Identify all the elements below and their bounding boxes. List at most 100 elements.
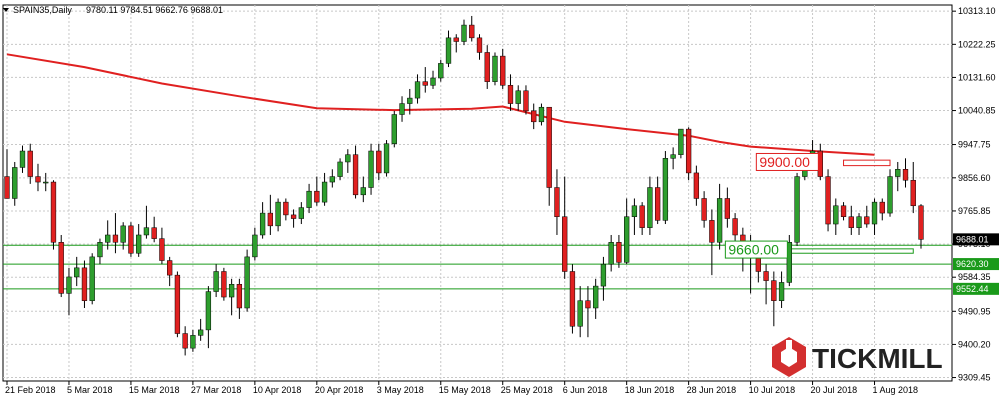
candle	[492, 52, 498, 86]
candle-body	[213, 271, 219, 292]
candle-body	[585, 300, 591, 309]
candle	[500, 48, 506, 89]
candle	[4, 149, 10, 199]
price-tag: 9688.01	[953, 233, 999, 246]
price-tag: 9552.44	[953, 282, 999, 295]
candle-body	[12, 167, 18, 199]
candle	[422, 67, 428, 93]
candle	[484, 45, 490, 89]
candle-body	[724, 198, 731, 219]
candle	[368, 143, 374, 195]
x-tick-label: 21 Feb 2018	[5, 385, 56, 395]
x-tick-label: 27 Mar 2018	[191, 385, 242, 395]
candle-body	[523, 90, 529, 112]
candle	[244, 249, 250, 312]
candle	[546, 106, 552, 206]
candle-body	[593, 285, 599, 309]
candle	[27, 143, 33, 184]
candle	[50, 180, 57, 250]
candle-body	[89, 256, 95, 301]
grid-layer	[2, 4, 953, 382]
candle-body	[693, 172, 700, 199]
candle-body	[639, 205, 645, 228]
candle	[275, 198, 281, 232]
candle-body	[236, 284, 243, 309]
chart-header: SPAIN35,Daily 9780.11 9784.51 9662.76 96…	[3, 5, 223, 15]
candle	[345, 149, 351, 173]
x-tick-label: 10 Apr 2018	[253, 385, 302, 395]
candle	[66, 267, 72, 316]
candle-body	[128, 225, 134, 254]
y-axis: 10313.10 10222.25 10131.60 10040.85 9947.75 9…	[952, 6, 999, 383]
candle	[35, 163, 41, 192]
x-tick-label: 10 Jul 2018	[749, 385, 796, 395]
candle	[476, 34, 483, 60]
candle-body	[167, 260, 173, 276]
candle	[523, 85, 529, 115]
candle-body	[910, 179, 916, 207]
candle	[259, 202, 266, 239]
candle	[81, 260, 88, 308]
candle-body	[182, 333, 188, 349]
candle	[608, 234, 614, 272]
moving-average-layer	[6, 53, 875, 156]
level-lines-layer	[3, 244, 952, 290]
candle	[167, 256, 173, 287]
candle	[391, 110, 397, 148]
x-tick-label: 3 May 2018	[377, 385, 424, 395]
candle	[360, 176, 366, 203]
candle	[453, 34, 459, 53]
candle	[337, 158, 343, 181]
candle-body	[368, 150, 374, 188]
candle	[538, 103, 545, 126]
candle	[647, 176, 653, 235]
annotations-layer: 9900.00 9660.00	[724, 152, 819, 259]
candle-body	[290, 214, 297, 219]
y-tick-label: 10313.10	[958, 6, 996, 16]
candle-body	[105, 234, 111, 243]
candle	[678, 128, 684, 159]
y-tick-label: 9765.85	[958, 206, 991, 216]
candle	[205, 286, 212, 349]
candle-body	[918, 205, 924, 240]
ohlc-readout: 9780.11 9784.51 9662.76 9688.01	[86, 5, 223, 15]
candle-body	[190, 335, 196, 349]
x-tick-label: 5 Mar 2018	[67, 385, 113, 395]
candle-body	[414, 81, 421, 99]
x-tick-label: 15 May 2018	[439, 385, 491, 395]
candle-body	[136, 234, 142, 254]
candle	[701, 191, 707, 228]
candle	[290, 209, 297, 228]
candle	[105, 220, 111, 250]
candle	[89, 253, 95, 305]
candle-body	[252, 234, 258, 258]
candle	[724, 187, 731, 228]
candle-body	[709, 220, 715, 243]
candle	[778, 271, 785, 308]
candle	[569, 264, 576, 334]
candle	[910, 161, 916, 214]
candle-body	[74, 267, 80, 278]
candle	[616, 234, 622, 268]
candle-body	[616, 242, 622, 263]
candle	[58, 234, 64, 298]
candle	[12, 161, 18, 206]
x-tick-label: 18 Jun 2018	[625, 385, 675, 395]
annotation-box	[755, 152, 819, 171]
candle-body	[430, 77, 436, 86]
candle-body	[538, 106, 545, 123]
support-annotation: 9660.00	[724, 240, 788, 259]
candle	[213, 264, 219, 298]
candle-body	[856, 216, 862, 228]
candle-body	[716, 198, 723, 243]
candle	[143, 205, 150, 239]
dropdown-triangle-icon[interactable]	[3, 8, 9, 12]
annotation-label: 9900.00	[759, 154, 810, 170]
candle	[298, 202, 304, 225]
candle	[825, 169, 831, 232]
candle-body	[345, 154, 351, 163]
candle	[794, 172, 800, 246]
resistance-zone	[843, 159, 891, 167]
candle	[585, 286, 591, 338]
